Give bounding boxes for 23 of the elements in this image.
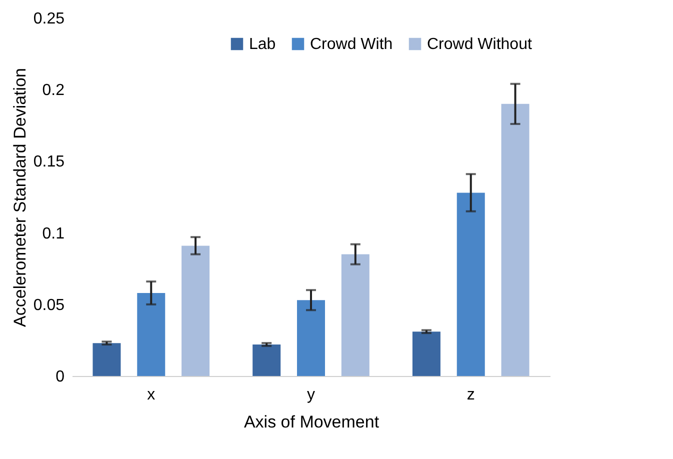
legend-label: Crowd With xyxy=(310,36,393,53)
y-axis-title: Accelerometer Standard Deviation xyxy=(10,68,30,327)
bar xyxy=(456,192,485,376)
legend-label: Crowd Without xyxy=(427,36,532,53)
bar xyxy=(137,292,166,376)
y-tick-label: 0.2 xyxy=(42,82,65,100)
x-tick-label: y xyxy=(307,386,315,404)
x-axis-title: Axis of Movement xyxy=(244,412,380,432)
x-tick-label: x xyxy=(147,386,156,404)
bar xyxy=(501,104,530,376)
bar xyxy=(182,246,210,376)
y-tick-label: 0.15 xyxy=(33,154,65,171)
bar xyxy=(92,343,121,376)
bar xyxy=(252,344,281,376)
bar xyxy=(297,300,325,376)
x-tick-label: z xyxy=(466,386,475,404)
y-tick-label: 0.05 xyxy=(33,296,65,314)
y-tick-label: 0.1 xyxy=(42,225,65,242)
legend-label: Lab xyxy=(249,36,276,53)
bar xyxy=(341,254,370,376)
y-tick-label: 0.25 xyxy=(33,10,65,28)
bar xyxy=(412,332,440,376)
y-tick-label: 0 xyxy=(56,368,65,386)
